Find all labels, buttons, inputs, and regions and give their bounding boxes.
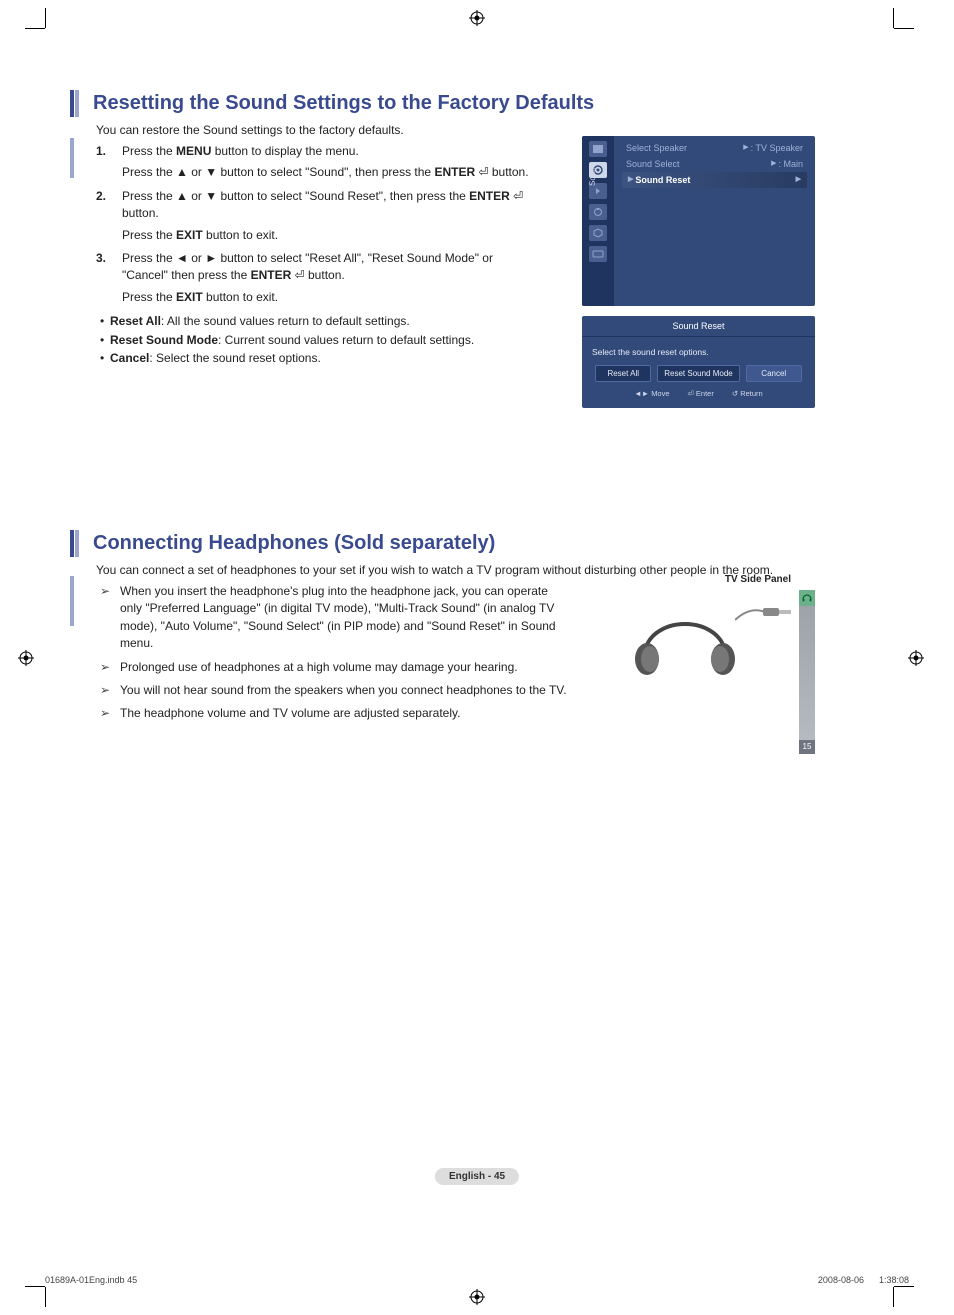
note-row: ➢Prolonged use of headphones at a high v… bbox=[100, 659, 570, 676]
step-body: Press the MENU button to display the men… bbox=[122, 143, 535, 182]
title-accent-bar bbox=[70, 530, 74, 557]
section1-lead: You can restore the Sound settings to th… bbox=[96, 123, 815, 137]
osd-menu-row: ▶Sound Reset▶ bbox=[622, 172, 807, 188]
osd-body: Select Speaker▶: TV SpeakerSound Select▶… bbox=[614, 136, 815, 306]
osd-sound-reset-dialog: Sound Reset Select the sound reset optio… bbox=[582, 316, 815, 408]
crop-mark bbox=[25, 28, 45, 29]
crop-mark bbox=[894, 28, 914, 29]
bullet-row: •Reset All: All the sound values return … bbox=[100, 312, 535, 331]
osd-icon bbox=[589, 225, 607, 241]
section2-title-wrap: Connecting Headphones (Sold separately) bbox=[70, 530, 815, 557]
note-row: ➢You will not hear sound from the speake… bbox=[100, 682, 570, 699]
step-number: 3. bbox=[96, 250, 122, 306]
crop-mark bbox=[894, 1286, 914, 1287]
crop-mark bbox=[893, 1287, 894, 1307]
osd-sidebar: Sound bbox=[582, 136, 614, 306]
crop-mark bbox=[25, 1286, 45, 1287]
page-footer-badge: English - 45 bbox=[435, 1168, 519, 1185]
section2-notes: ➢When you insert the headphone's plug in… bbox=[100, 583, 570, 723]
title-accent-bar-light bbox=[75, 530, 79, 557]
osd-icon bbox=[589, 141, 607, 157]
osd2-buttons: Reset All Reset Sound Mode Cancel bbox=[582, 365, 815, 386]
title-accent-bar bbox=[70, 90, 74, 117]
osd2-foot-enter: ⏎ Enter bbox=[688, 389, 714, 398]
bullet-row: •Reset Sound Mode: Current sound values … bbox=[100, 331, 535, 350]
osd2-footer: ◄► Move ⏎ Enter ↺ Return bbox=[582, 386, 815, 398]
plug-illustration bbox=[735, 602, 785, 620]
doc-footer-right: 2008-08-06 1:38:08 bbox=[818, 1275, 909, 1285]
crop-mark bbox=[45, 8, 46, 28]
page-content: Resetting the Sound Settings to the Fact… bbox=[70, 90, 815, 368]
osd-dialog-button: Reset Sound Mode bbox=[657, 365, 740, 382]
doc-footer-left: 01689A-01Eng.indb 45 bbox=[45, 1275, 137, 1285]
section1-steps: 1.Press the MENU button to display the m… bbox=[96, 143, 535, 306]
osd-sidebar-label: Sound bbox=[588, 163, 597, 186]
step-number: 1. bbox=[96, 143, 122, 182]
osd2-foot-move: ◄► Move bbox=[634, 389, 669, 398]
section2-title: Connecting Headphones (Sold separately) bbox=[93, 530, 495, 557]
note-row: ➢The headphone volume and TV volume are … bbox=[100, 705, 570, 722]
section1-title-wrap: Resetting the Sound Settings to the Fact… bbox=[70, 90, 815, 117]
step-row: 3.Press the ◄ or ► button to select "Res… bbox=[96, 250, 535, 306]
registration-mark-right bbox=[908, 650, 924, 666]
osd-menu-row: Sound Select▶: Main bbox=[622, 156, 807, 172]
osd2-title: Sound Reset bbox=[582, 316, 815, 337]
registration-mark-left bbox=[18, 650, 34, 666]
crop-mark bbox=[893, 8, 894, 28]
osd-icon bbox=[589, 246, 607, 262]
osd-dialog-button: Reset All bbox=[595, 365, 651, 382]
osd2-foot-return: ↺ Return bbox=[732, 389, 763, 398]
osd-icon bbox=[589, 204, 607, 220]
osd2-message: Select the sound reset options. bbox=[582, 337, 815, 365]
headphone-jack-icon bbox=[799, 590, 815, 606]
osd-dialog-button: Cancel bbox=[746, 365, 802, 382]
step-body: Press the ▲ or ▼ button to select "Sound… bbox=[122, 188, 535, 244]
registration-mark-bottom bbox=[469, 1289, 485, 1305]
bullet-row: •Cancel: Select the sound reset options. bbox=[100, 349, 535, 368]
figure-title: TV Side Panel bbox=[595, 574, 815, 585]
tv-side-panel-bar bbox=[799, 590, 815, 750]
step-body: Press the ◄ or ► button to select "Reset… bbox=[122, 250, 535, 306]
step-number: 2. bbox=[96, 188, 122, 244]
title-accent-bar-light bbox=[75, 90, 79, 117]
side-accent bbox=[70, 138, 74, 178]
osd-menu-row: Select Speaker▶: TV Speaker bbox=[622, 140, 807, 156]
side-accent bbox=[70, 576, 74, 626]
section1-title: Resetting the Sound Settings to the Fact… bbox=[93, 90, 594, 117]
osd-sound-menu: Sound Select Speaker▶: TV SpeakerSound S… bbox=[582, 136, 815, 306]
step-row: 1.Press the MENU button to display the m… bbox=[96, 143, 535, 182]
panel-port-number: 15 bbox=[799, 740, 815, 754]
section1-bullets: •Reset All: All the sound values return … bbox=[100, 312, 535, 368]
note-row: ➢When you insert the headphone's plug in… bbox=[100, 583, 570, 653]
headphone-figure: TV Side Panel 15 bbox=[595, 574, 815, 754]
registration-mark-top bbox=[469, 10, 485, 26]
step-row: 2.Press the ▲ or ▼ button to select "Sou… bbox=[96, 188, 535, 244]
crop-mark bbox=[45, 1287, 46, 1307]
